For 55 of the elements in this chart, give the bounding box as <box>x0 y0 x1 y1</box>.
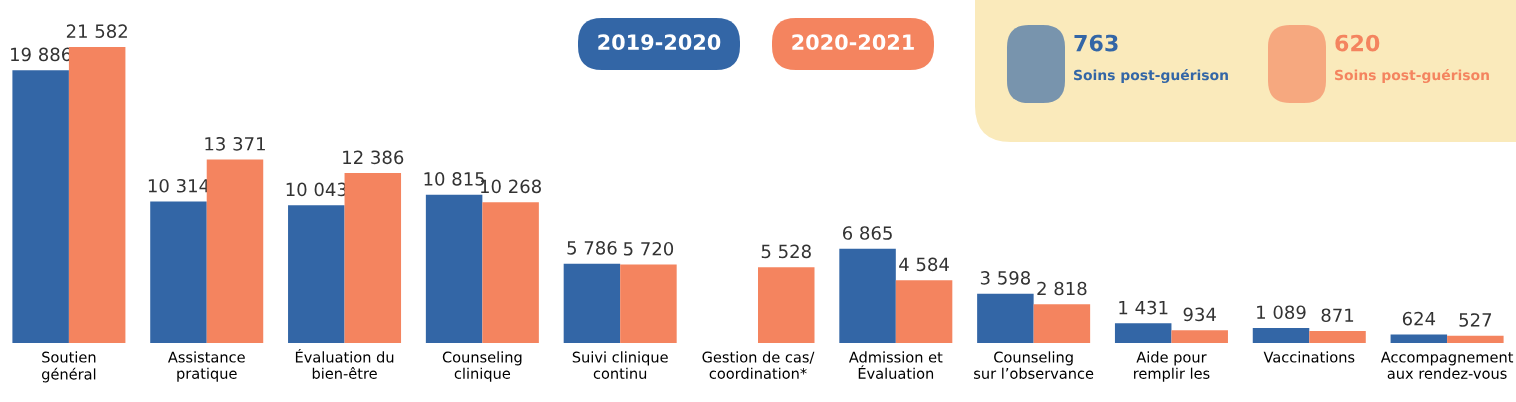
data-label: 1 089 <box>1257 305 1306 320</box>
data-label: 934 <box>1183 307 1216 322</box>
annotation: 620 <box>1335 34 1380 52</box>
data-label: 5 786 <box>567 241 617 255</box>
bar <box>1252 328 1310 343</box>
bar <box>425 194 483 343</box>
data-label: 2 818 <box>1037 281 1087 296</box>
bar <box>1390 334 1448 343</box>
data-label: 527 <box>1459 313 1492 327</box>
data-label: 3 598 <box>980 271 1030 285</box>
x-tick-label: Gestion de cas/ coordination* <box>702 351 815 379</box>
bar <box>12 70 69 343</box>
bar <box>1447 335 1504 343</box>
data-label: 1 431 <box>1119 300 1168 315</box>
bar <box>1114 323 1172 343</box>
bar <box>288 205 345 343</box>
x-tick-label: Assistance pratique <box>167 351 245 382</box>
bar <box>68 47 126 343</box>
x-tick-label: Suivi clinique continu <box>572 351 668 379</box>
bar <box>563 263 621 343</box>
bar <box>1033 304 1091 343</box>
x-tick-label: Vaccinations <box>1263 351 1355 363</box>
bar <box>620 264 677 343</box>
data-label: 12 386 <box>343 150 404 165</box>
bar <box>150 201 207 343</box>
data-label: 5 720 <box>623 241 674 256</box>
bar <box>1309 331 1366 343</box>
bar <box>839 248 896 343</box>
data-label: 5 528 <box>761 244 811 259</box>
text: 2020-2021 <box>792 34 914 51</box>
x-tick-label: Soutien général <box>42 351 96 383</box>
x-tick-label: Counseling clinique <box>442 351 522 382</box>
data-label: 871 <box>1321 308 1354 323</box>
x-tick-label: Aide pour remplir les <box>1134 351 1210 382</box>
data-label: 624 <box>1402 311 1436 326</box>
text: 2019-2020 <box>598 34 721 51</box>
data-label: 10 314 <box>148 178 210 193</box>
x-tick-label: Counseling sur l’observance <box>974 351 1094 379</box>
bar <box>895 280 953 343</box>
data-label: 13 371 <box>205 136 265 151</box>
bar <box>482 202 539 343</box>
x-tick-label: Accompagnement aux rendez-vous <box>1380 351 1514 379</box>
annotation: 763 <box>1074 34 1118 52</box>
data-label: 6 865 <box>842 226 892 240</box>
data-label: 4 584 <box>899 257 949 272</box>
x-tick-label: Admission et Évaluation <box>848 351 943 379</box>
data-label: 21 582 <box>66 24 127 39</box>
bar <box>1171 330 1228 343</box>
bar <box>977 293 1034 343</box>
bar <box>206 159 264 343</box>
bar <box>758 267 815 343</box>
bar <box>344 173 402 343</box>
annotation: Soins post-guérison <box>1335 68 1489 84</box>
x-tick-label: Évaluation du bien-être <box>295 348 394 379</box>
annotation: Soins post-guérison <box>1074 68 1228 84</box>
